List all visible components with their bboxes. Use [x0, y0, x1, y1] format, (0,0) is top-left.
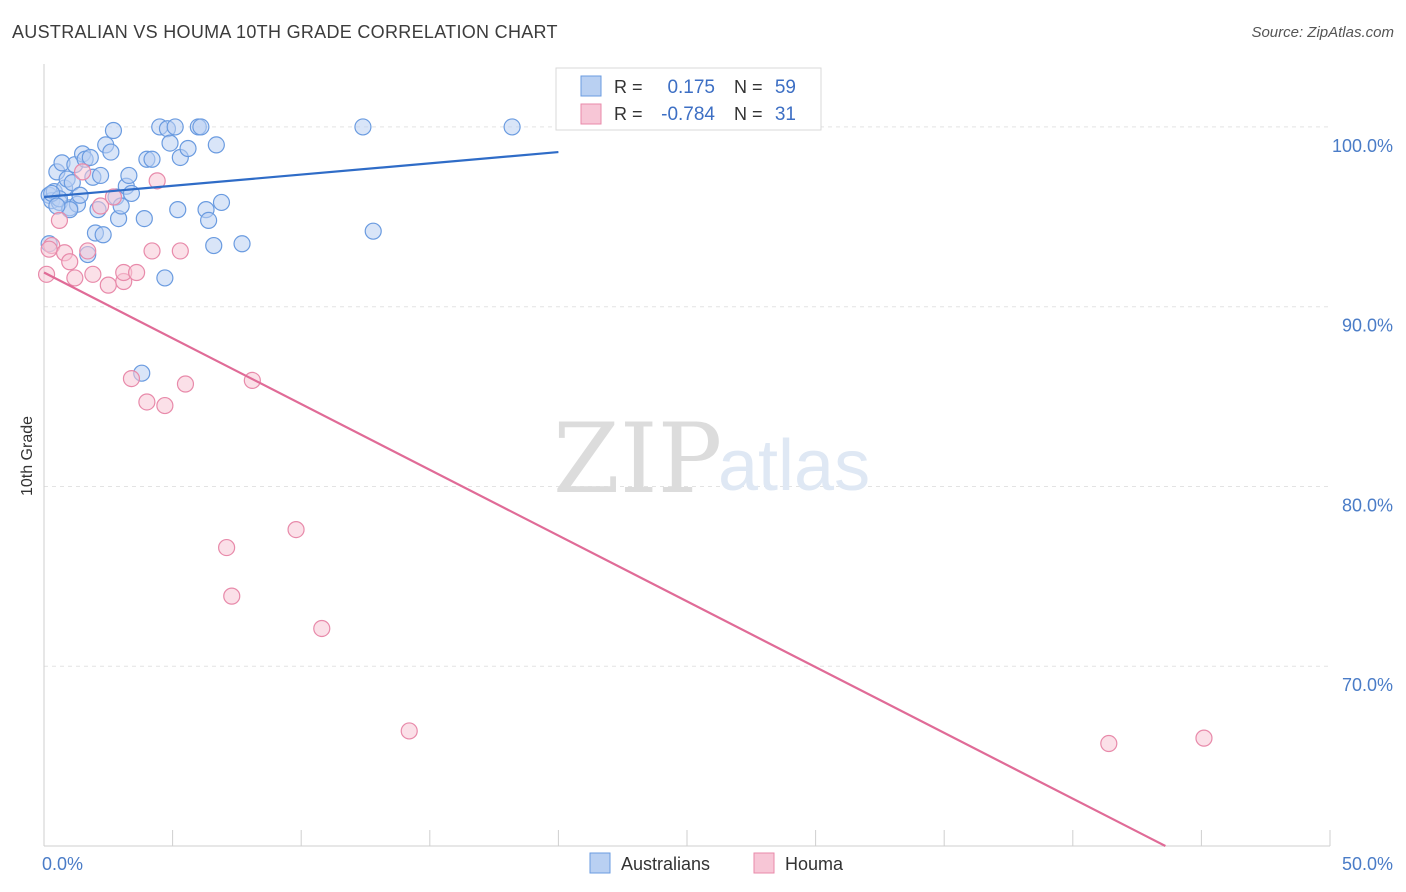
point-houma-7 [79, 242, 97, 260]
legend-n-value-1: 59 [775, 77, 796, 98]
legend-r-label-2: R = [614, 104, 643, 124]
point-houma-19 [156, 396, 174, 415]
point-houma-23 [223, 587, 241, 605]
point-australians-35 [156, 269, 174, 287]
watermark-zip: ZIP [553, 403, 722, 515]
point-houma-22 [218, 538, 236, 557]
point-australians-9 [63, 174, 81, 192]
point-australians-49 [233, 235, 251, 253]
point-australians-39 [169, 201, 187, 219]
bottom-legend-label-australians: Australians [621, 854, 710, 874]
point-australians-23 [102, 143, 120, 161]
point-australians-57 [48, 197, 66, 215]
point-australians-37 [161, 134, 179, 152]
gridlines [44, 126, 1330, 667]
legend-r-label-1: R = [614, 77, 643, 97]
legend-n-label-1: N = [734, 77, 763, 97]
chart-title: AUSTRALIAN VS HOUMA 10TH GRADE CORRELATI… [12, 22, 558, 42]
point-australians-47 [207, 136, 225, 154]
point-australians-16 [81, 148, 99, 167]
point-australians-21 [94, 226, 112, 244]
point-houma-29 [1195, 729, 1213, 747]
trend-line-australians [43, 150, 559, 199]
trend-line-houma [43, 271, 1166, 847]
point-houma-11 [104, 188, 123, 206]
y-tick-label-0: 100.0% [1332, 136, 1393, 156]
point-australians-41 [179, 139, 197, 158]
point-australians-24 [104, 121, 123, 140]
y-tick-label-1: 90.0% [1342, 316, 1393, 336]
watermark: ZIP atlas [553, 403, 870, 515]
legend-n-value-2: 31 [775, 104, 796, 125]
y-tick-label-3: 70.0% [1342, 675, 1393, 695]
point-australians-45 [200, 211, 218, 229]
point-houma-15 [127, 263, 146, 282]
point-houma-21 [176, 375, 195, 393]
x-tick-labels: 0.0% 50.0% [42, 854, 1393, 874]
point-australians-46 [205, 236, 223, 255]
point-australians-31 [135, 210, 153, 228]
point-australians-48 [212, 193, 231, 212]
point-houma-27 [400, 722, 418, 740]
point-houma-2 [50, 211, 69, 229]
point-houma-6 [73, 163, 92, 181]
point-australians-29 [120, 166, 138, 185]
point-houma-5 [66, 269, 84, 287]
point-australians-50 [354, 118, 372, 136]
point-australians-38 [166, 118, 184, 136]
trend-lines [43, 150, 1166, 847]
legend-swatch-australians [580, 75, 602, 97]
point-houma-14 [122, 369, 141, 388]
point-houma-9 [91, 197, 110, 215]
series-legend: Australians Houma [589, 852, 844, 874]
point-australians-51 [364, 222, 382, 240]
data-points [37, 118, 1213, 753]
point-houma-17 [143, 242, 161, 260]
bottom-legend-label-houma: Houma [785, 854, 844, 874]
point-houma-20 [171, 242, 189, 260]
point-houma-10 [99, 276, 117, 294]
x-tick-label-1: 50.0% [1342, 854, 1393, 874]
chart-source: Source: ZipAtlas.com [1251, 24, 1394, 41]
point-houma-18 [148, 172, 166, 190]
bottom-legend-swatch-houma [753, 852, 775, 874]
bottom-legend-swatch-australians [589, 852, 611, 874]
legend-n-label-2: N = [734, 104, 763, 124]
point-australians-52 [503, 118, 521, 136]
point-houma-24 [243, 371, 261, 389]
point-houma-4 [61, 253, 79, 271]
legend-swatch-houma [580, 103, 602, 125]
point-houma-26 [313, 619, 331, 638]
watermark-atlas: atlas [718, 426, 870, 506]
y-tick-labels: 100.0% 90.0% 80.0% 70.0% [1332, 136, 1393, 695]
y-tick-label-2: 80.0% [1342, 495, 1393, 515]
point-houma-25 [287, 521, 305, 539]
legend-r-value-2: -0.784 [661, 104, 715, 125]
point-houma-16 [138, 393, 156, 411]
point-houma-30 [40, 240, 58, 258]
point-australians-20 [91, 166, 110, 185]
point-australians-43 [192, 118, 210, 136]
point-australians-33 [143, 150, 161, 168]
point-houma-8 [84, 265, 102, 283]
x-tick-label-0: 0.0% [42, 854, 83, 874]
legend-r-value-1: 0.175 [667, 77, 715, 98]
point-houma-28 [1100, 734, 1118, 753]
correlation-legend: R = 0.175 N = 59 R = -0.784 N = 31 [555, 67, 822, 131]
